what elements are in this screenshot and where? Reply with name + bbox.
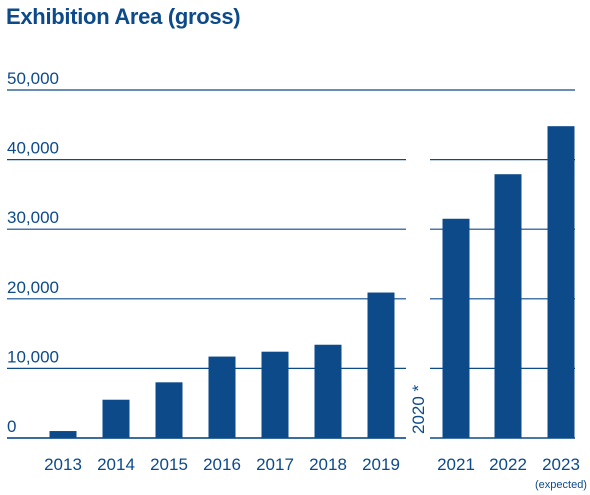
y-tick-label: 30,000 bbox=[7, 208, 59, 227]
bar bbox=[367, 292, 395, 438]
x-tick-label: 2023 bbox=[542, 455, 580, 474]
bar bbox=[494, 174, 522, 438]
bar bbox=[155, 382, 183, 438]
x-tick-label: 2021 bbox=[437, 455, 475, 474]
x-tick-label: 2017 bbox=[256, 455, 294, 474]
x-tick-label: 2022 bbox=[489, 455, 527, 474]
x-tick-label: 2015 bbox=[150, 455, 188, 474]
bar bbox=[547, 126, 575, 438]
y-tick-label: 50,000 bbox=[7, 69, 59, 88]
bar bbox=[314, 344, 342, 438]
x-tick-label: 2013 bbox=[44, 455, 82, 474]
y-tick-label: 10,000 bbox=[7, 347, 59, 366]
y-tick-label: 20,000 bbox=[7, 278, 59, 297]
x-tick-note: (expected) bbox=[535, 479, 587, 491]
chart-title: Exhibition Area (gross) bbox=[6, 4, 241, 29]
bar bbox=[442, 218, 470, 438]
y-tick-label: 0 bbox=[7, 417, 16, 436]
gap-label: 2020 * bbox=[409, 384, 428, 434]
x-tick-label: 2016 bbox=[203, 455, 241, 474]
bar bbox=[208, 356, 236, 438]
bar bbox=[102, 399, 130, 438]
x-tick-label: 2014 bbox=[97, 455, 135, 474]
bar bbox=[261, 351, 289, 438]
x-tick-label: 2018 bbox=[309, 455, 347, 474]
y-tick-label: 40,000 bbox=[7, 139, 59, 158]
x-tick-label: 2019 bbox=[362, 455, 400, 474]
bar bbox=[49, 431, 77, 438]
